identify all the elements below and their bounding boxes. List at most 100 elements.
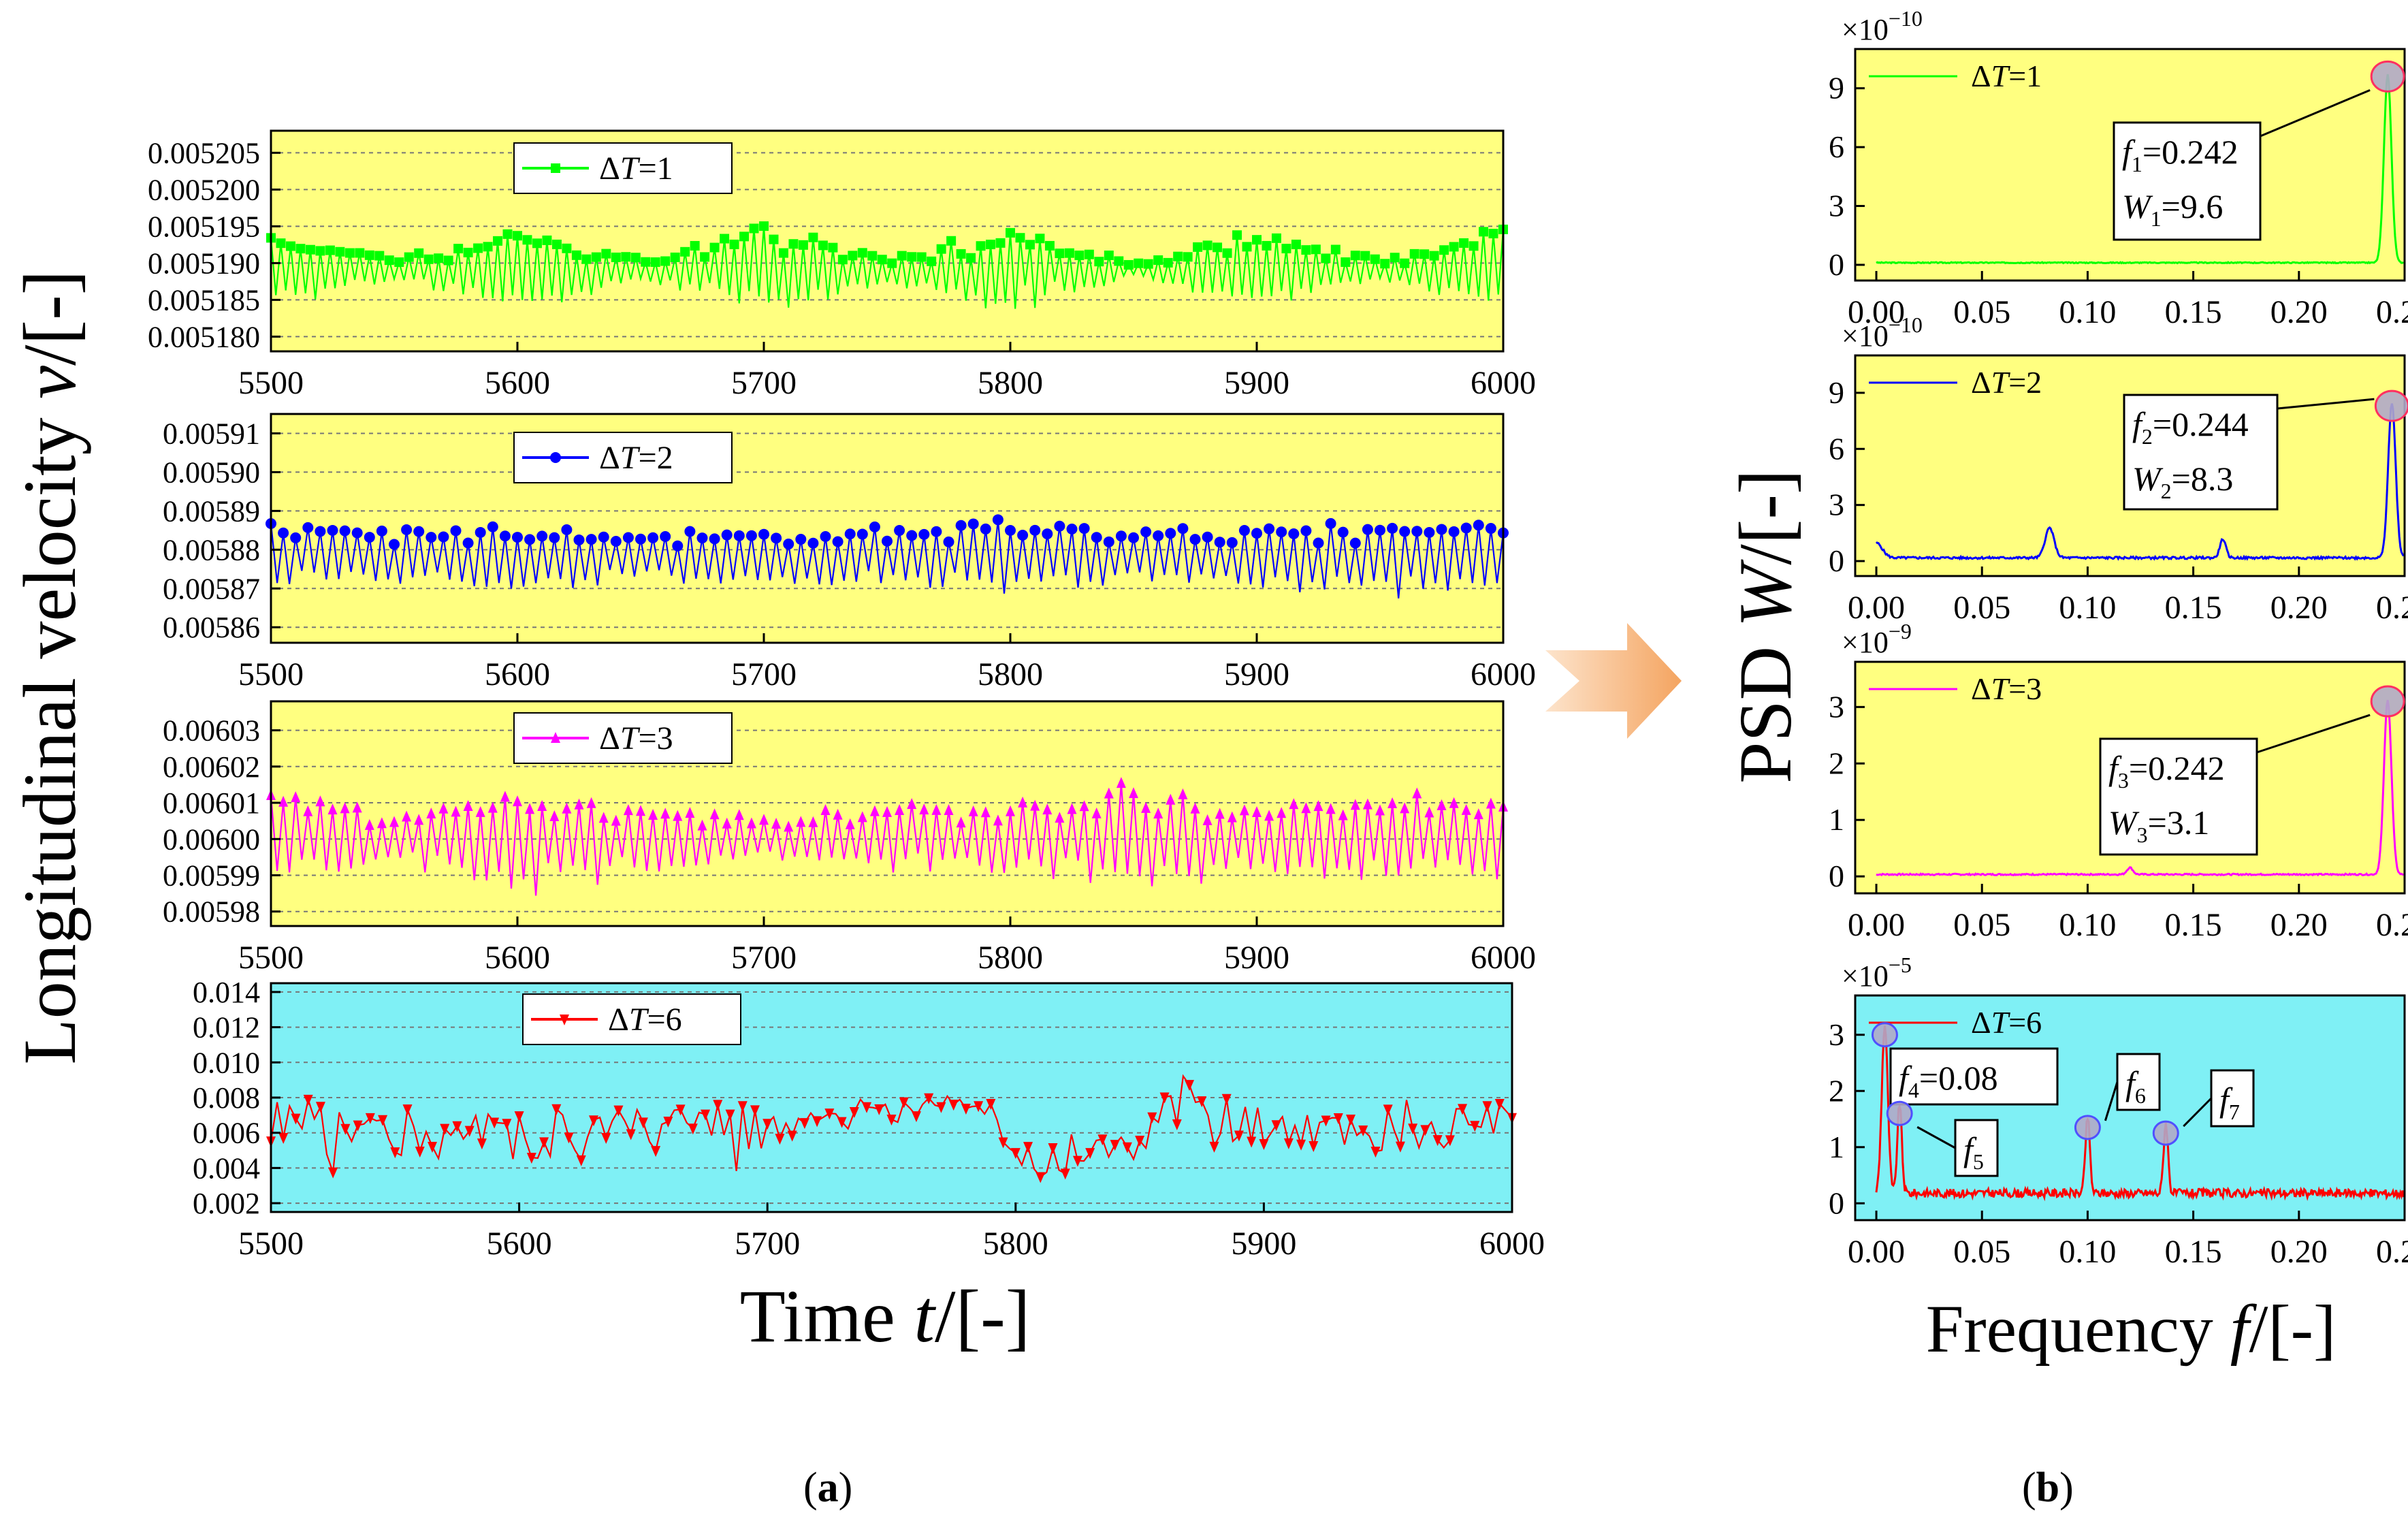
data-point (701, 1109, 711, 1121)
data-point (1296, 1139, 1306, 1151)
data-point (907, 252, 917, 262)
y-tick-label: 0.00600 (163, 823, 260, 856)
data-point (1411, 526, 1423, 537)
data-point (588, 1115, 598, 1127)
data-point (721, 529, 733, 541)
data-point (1330, 244, 1341, 255)
data-point (1189, 534, 1201, 545)
data-point (581, 254, 592, 264)
data-point (1338, 809, 1348, 820)
left-y-axis-title: Longitudinal velocity v/[-] (8, 270, 91, 1065)
data-point (1461, 803, 1471, 815)
x-tick-label: 0.05 (1953, 1234, 2010, 1270)
data-point (844, 528, 856, 540)
x-tick-label: 5900 (1224, 365, 1289, 401)
data-point (1370, 1147, 1381, 1158)
data-point (685, 807, 695, 818)
data-point (463, 799, 473, 811)
data-point (874, 1104, 884, 1115)
data-point (1276, 526, 1287, 538)
data-point (1214, 537, 1225, 548)
right-x-axis-title: Frequency f/[-] (1926, 1291, 2337, 1367)
data-point (611, 252, 621, 262)
data-point (784, 820, 794, 832)
annotation-arrow (2104, 1081, 2119, 1121)
data-point (626, 1129, 636, 1140)
legend-box (513, 142, 733, 194)
data-point (315, 795, 325, 807)
data-point (818, 240, 828, 251)
x-tick-label: 0.00 (1848, 294, 1905, 330)
data-point (828, 242, 838, 253)
data-point (1420, 1125, 1430, 1136)
x-tick-label: 5900 (1224, 940, 1289, 976)
x-tick-label: 5600 (487, 1226, 552, 1262)
data-point (278, 795, 289, 807)
psd-line (1876, 699, 2404, 877)
data-point (414, 248, 424, 258)
data-point (857, 248, 867, 258)
data-point (549, 532, 560, 543)
data-point (993, 814, 1003, 826)
data-point (943, 536, 954, 547)
data-point (697, 819, 707, 831)
data-point (1030, 799, 1040, 811)
data-point (1226, 537, 1238, 548)
peak-marker (2374, 389, 2408, 422)
data-point (1025, 240, 1035, 250)
x-tick-label: 6000 (1471, 656, 1536, 692)
data-point (968, 805, 978, 816)
data-point (808, 232, 818, 242)
data-point (339, 525, 351, 537)
data-point (907, 798, 917, 810)
x-tick-label: 0.05 (1953, 294, 2010, 330)
data-point (1036, 1172, 1046, 1183)
plot-area (271, 414, 1503, 643)
y-tick-label: 0.006 (193, 1117, 260, 1150)
data-point (673, 810, 683, 821)
data-point (1301, 245, 1311, 255)
plot-frame (1854, 994, 2406, 1222)
data-point (1066, 523, 1078, 534)
data-point (291, 791, 301, 803)
annotation-text: W1=9.6 (2122, 187, 2223, 231)
data-point (919, 803, 929, 815)
annotation-arrow (2183, 1097, 2213, 1128)
data-point (709, 808, 720, 820)
data-point (483, 242, 493, 252)
data-point (1143, 259, 1153, 269)
chart-b4: 0.00 0.05 0.10 0.15 0.20 0.25 0 1 2 3 ×10−5 ΔT=6 f4=… (1829, 953, 2408, 1270)
data-point (402, 810, 412, 822)
data-point (1482, 1101, 1492, 1113)
data-point (650, 257, 660, 267)
data-point (415, 1146, 425, 1158)
data-point (1380, 259, 1390, 269)
y-tick-label: 9 (1829, 71, 1844, 106)
data-point (882, 535, 893, 547)
data-point (426, 532, 437, 543)
plot-frame (270, 413, 1505, 644)
y-tick-label: 0.005195 (148, 210, 260, 243)
peak-marker (1886, 1100, 1913, 1126)
data-point (1390, 253, 1400, 263)
x-tick-label: 5700 (731, 940, 797, 976)
data-point (364, 250, 374, 260)
x-tick-label: 5600 (485, 365, 550, 401)
data-point (502, 1119, 512, 1130)
data-point (877, 255, 887, 265)
data-point (924, 1093, 934, 1104)
data-point (1104, 251, 1114, 261)
data-point (795, 534, 807, 545)
data-point (808, 816, 818, 827)
data-point (365, 1113, 375, 1124)
y-tick-label: 1 (1829, 802, 1844, 837)
y-tick-label: 0 (1829, 247, 1844, 282)
data-point (513, 231, 522, 241)
data-point (487, 521, 498, 532)
data-point (967, 518, 979, 530)
data-point (1197, 1096, 1207, 1108)
data-point (1395, 1141, 1405, 1153)
data-point (1424, 806, 1434, 818)
data-point (862, 1102, 872, 1113)
data-point (562, 243, 572, 253)
